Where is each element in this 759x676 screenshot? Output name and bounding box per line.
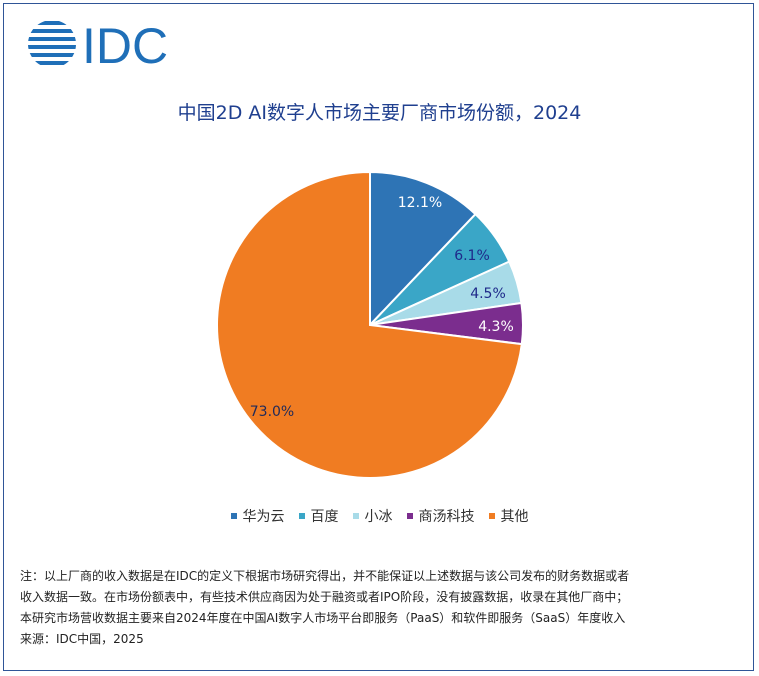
legend-label: 其他: [500, 509, 529, 525]
legend-swatch: [352, 513, 359, 519]
data-label-3: 4.3%: [478, 319, 514, 335]
data-label-2: 4.5%: [470, 286, 506, 302]
chart-title: 中国2D AI数字人市场主要厂商市场份额，2024: [177, 102, 582, 124]
legend-label: 小冰: [364, 509, 393, 525]
legend-swatch: [488, 513, 495, 519]
legend-label: 百度: [310, 509, 339, 525]
legend-swatch: [406, 513, 413, 519]
legend-item-3: 商汤科技: [406, 506, 475, 526]
idc-logo: IDC: [28, 18, 168, 72]
data-label-4: 73.0%: [250, 404, 294, 420]
legend-item-4: 其他: [488, 506, 529, 526]
legend-swatch: [298, 513, 305, 519]
data-label-0: 12.1%: [398, 195, 442, 211]
note-line-0: 注：以上厂商的收入数据是在IDC的定义下根据市场研究得出，并不能保证以上述数据与…: [20, 569, 630, 583]
legend-swatch: [230, 513, 237, 519]
legend-label: 华为云: [242, 509, 285, 525]
note-line-2: 本研究市场营收数据主要来自2024年度在中国AI数字人市场平台即服务（PaaS）…: [20, 611, 626, 625]
footnotes: 注：以上厂商的收入数据是在IDC的定义下根据市场研究得出，并不能保证以上述数据与…: [20, 566, 740, 650]
legend-item-2: 小冰: [352, 506, 393, 526]
pie-slice-4: [216, 170, 523, 479]
note-line-3: 来源：IDC中国，2025: [20, 632, 144, 646]
legend-item-1: 百度: [298, 506, 339, 526]
legend-item-0: 华为云: [230, 506, 285, 526]
legend: 华为云 百度 小冰 商汤科技 其他: [0, 506, 759, 526]
note-line-1: 收入数据一致。在市场份额表中，有些技术供应商因为处于融资或者IPO阶段，没有披露…: [20, 590, 629, 604]
legend-label: 商汤科技: [418, 509, 475, 525]
chart-frame: [3, 3, 754, 671]
globe-icon: [28, 21, 76, 65]
logo-text: IDC: [82, 18, 168, 72]
data-label-1: 6.1%: [454, 248, 490, 264]
pie-slice-0: [369, 170, 477, 328]
